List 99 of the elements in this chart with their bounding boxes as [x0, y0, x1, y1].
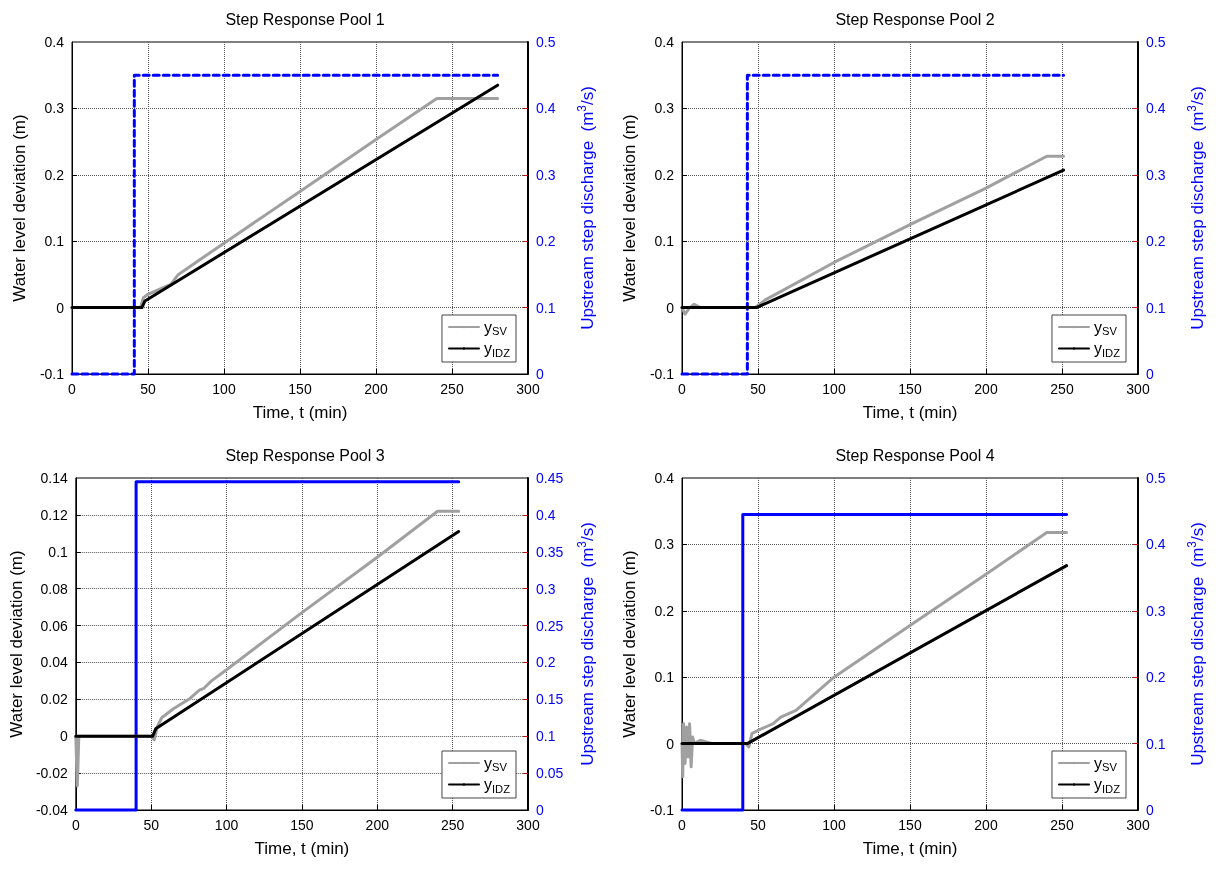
y2-tick-label: 0 — [536, 802, 544, 818]
x-tick-label: 200 — [364, 381, 388, 397]
y2-tick-label: 0.5 — [536, 34, 556, 50]
chart-title: Step Response Pool 2 — [835, 10, 995, 28]
y-tick-label: 0.1 — [654, 233, 675, 250]
y2-tick-label: 0.2 — [1146, 233, 1166, 250]
y2-tick-label: 0.4 — [1146, 100, 1166, 117]
y2-tick-label: 0.45 — [536, 470, 564, 486]
chart-title: Step Response Pool 3 — [225, 446, 385, 464]
x-tick-label: 50 — [140, 381, 156, 397]
y2-tick-label: 0.2 — [1146, 669, 1166, 686]
y2-tick-label: 0 — [536, 366, 544, 382]
x-axis-title: Time, t (min) — [862, 839, 958, 858]
y-tick-label: 0 — [666, 735, 675, 752]
x-tick-label: 300 — [1126, 381, 1150, 397]
x-tick-label: 300 — [516, 381, 540, 397]
x-tick-label: 100 — [822, 381, 846, 397]
x-tick-label: 200 — [974, 381, 998, 397]
y-tick-label: 0.3 — [654, 536, 675, 553]
y-axis-title: Water level deviation (m) — [7, 550, 26, 738]
y-tick-label: 0.3 — [654, 100, 675, 117]
x-axis-title: Time, t (min) — [862, 403, 958, 422]
x-tick-label: 200 — [365, 817, 390, 833]
x-tick-label: 50 — [143, 817, 160, 833]
y-tick-label: 0.08 — [40, 580, 69, 597]
y-tick-label: 0.04 — [40, 654, 69, 671]
x-tick-label: 100 — [822, 817, 846, 833]
y-tick-label: 0.4 — [44, 34, 65, 50]
y-tick-label: -0.02 — [35, 765, 69, 782]
x-tick-label: 50 — [750, 817, 766, 833]
y-axis-title: Water level deviation (m) — [10, 114, 29, 302]
y2-tick-label: 0.5 — [1146, 470, 1166, 486]
y-tick-label: 0.3 — [44, 100, 65, 117]
x-tick-label: 150 — [898, 381, 922, 397]
x-tick-label: 0 — [678, 817, 687, 833]
y-tick-label: 0.1 — [44, 233, 65, 250]
x-tick-label: 0 — [71, 817, 80, 833]
y2-tick-label: 0 — [1146, 366, 1154, 382]
x-tick-label: 250 — [440, 817, 465, 833]
y2-tick-label: 0.35 — [536, 543, 564, 560]
y-tick-label: 0 — [56, 299, 65, 316]
y-tick-label: -0.1 — [649, 366, 675, 382]
y2-axis-title: Upstream step discharge (m3/s) — [575, 86, 597, 330]
y-tick-label: 0.2 — [654, 166, 675, 183]
x-tick-label: 250 — [440, 381, 464, 397]
y2-tick-label: 0.2 — [536, 233, 556, 250]
y2-tick-label: 0.05 — [536, 765, 564, 782]
x-axis-title: Time, t (min) — [254, 839, 350, 858]
x-tick-label: 150 — [290, 817, 314, 833]
x-tick-label: 300 — [1126, 817, 1150, 833]
x-tick-label: 250 — [1050, 817, 1074, 833]
x-tick-label: 300 — [516, 817, 540, 833]
y2-tick-label: 0.15 — [536, 691, 564, 708]
y-tick-label: 0.4 — [654, 34, 675, 50]
y2-axis-title: Upstream step discharge (m3/s) — [1185, 522, 1207, 766]
y-tick-label: 0.2 — [654, 602, 675, 619]
x-tick-label: 100 — [212, 381, 236, 397]
y2-tick-label: 0.3 — [1146, 166, 1166, 183]
y2-tick-label: 0.5 — [1146, 34, 1166, 50]
y2-tick-label: 0.25 — [536, 617, 564, 634]
y-tick-label: 0.1 — [654, 669, 675, 686]
y2-tick-label: 0.3 — [536, 166, 556, 183]
y-tick-label: 0.02 — [40, 691, 69, 708]
x-tick-label: 100 — [214, 817, 239, 833]
y-tick-label: 0.2 — [44, 166, 65, 183]
y2-axis-title: Upstream step discharge (m3/s) — [575, 522, 597, 766]
y2-tick-label: 0.3 — [536, 580, 556, 597]
x-tick-label: 250 — [1050, 381, 1074, 397]
y2-tick-label: 0 — [1146, 802, 1154, 818]
x-axis-title: Time, t (min) — [252, 403, 348, 422]
y-tick-label: 0 — [60, 728, 69, 745]
y-tick-label: 0.12 — [40, 506, 69, 523]
y2-tick-label: 0.2 — [536, 654, 556, 671]
y-tick-label: 0.1 — [48, 543, 69, 560]
y-tick-label: 0.14 — [40, 470, 69, 486]
y-tick-label: -0.1 — [39, 366, 65, 382]
y-axis-title: Water level deviation (m) — [620, 550, 639, 738]
y2-tick-label: 0.4 — [536, 100, 556, 117]
y-tick-label: -0.04 — [35, 802, 69, 818]
y-tick-label: -0.1 — [649, 802, 675, 818]
x-tick-label: 50 — [750, 381, 766, 397]
y-tick-label: 0 — [666, 299, 675, 316]
y2-axis-title: Upstream step discharge (m3/s) — [1185, 86, 1207, 330]
y2-tick-label: 0.1 — [1146, 299, 1166, 316]
y2-tick-label: 0.1 — [536, 728, 556, 745]
y-tick-label: 0.4 — [654, 470, 675, 486]
y2-tick-label: 0.4 — [1146, 536, 1166, 553]
y2-tick-label: 0.3 — [1146, 602, 1166, 619]
y2-tick-label: 0.4 — [536, 506, 556, 523]
x-tick-label: 150 — [898, 817, 922, 833]
y2-tick-label: 0.1 — [1146, 735, 1166, 752]
chart-title: Step Response Pool 1 — [225, 10, 385, 28]
y-axis-title: Water level deviation (m) — [620, 114, 639, 302]
y2-tick-label: 0.1 — [536, 299, 556, 316]
x-tick-label: 200 — [974, 817, 998, 833]
chart-title: Step Response Pool 4 — [835, 446, 995, 464]
y-tick-label: 0.06 — [40, 617, 69, 634]
x-tick-label: 150 — [288, 381, 312, 397]
x-tick-label: 0 — [678, 381, 687, 397]
